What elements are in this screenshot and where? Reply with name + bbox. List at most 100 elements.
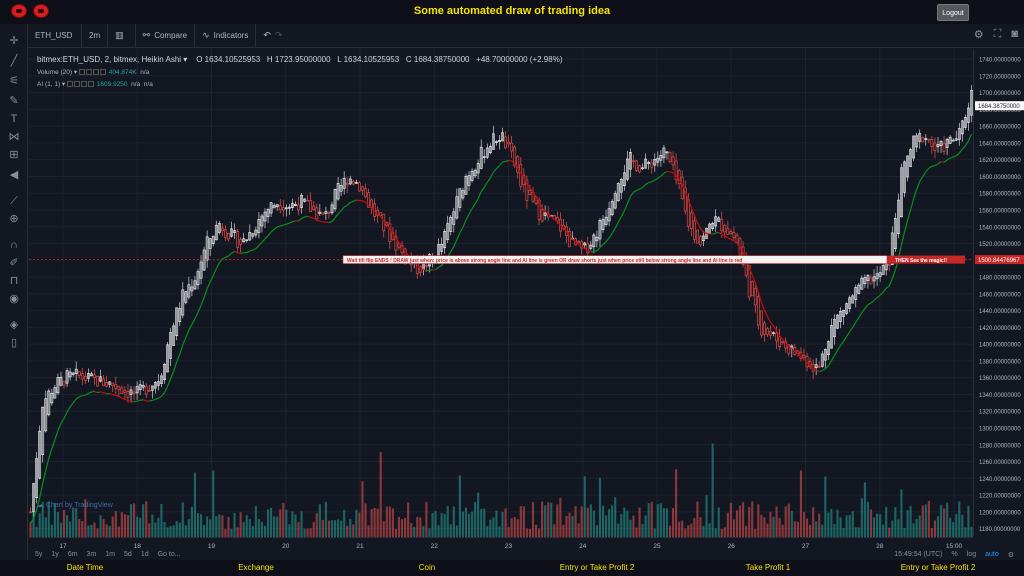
- volume-bar: [629, 519, 632, 537]
- redo-icon[interactable]: ↷: [274, 30, 283, 40]
- log-toggle[interactable]: log: [966, 551, 977, 558]
- volume-bar: [714, 528, 717, 537]
- logout-button[interactable]: Logout: [937, 4, 969, 21]
- study-more-icon[interactable]: [99, 69, 106, 76]
- symbol-label: ETH_USD: [35, 31, 73, 40]
- price-axis[interactable]: 1180.00000000 1200.00000000 1220.00000000 1…: [973, 49, 1024, 537]
- volume-bar: [230, 528, 233, 537]
- eye-icon[interactable]: ◉: [9, 293, 19, 305]
- ai-line-segment: [350, 200, 354, 204]
- zoom-icon[interactable]: ⊕: [9, 213, 19, 225]
- study-close-icon[interactable]: [92, 69, 99, 76]
- annotation-text: Wait till flip ENDS ! DRAW just when: pr…: [347, 258, 742, 264]
- time-tick-label: 22: [431, 543, 439, 550]
- volume-bar: [696, 501, 699, 537]
- volume-bar: [410, 522, 413, 537]
- candle-body: [32, 483, 35, 513]
- candle-body: [488, 146, 492, 153]
- chart-style-button[interactable]: ▥: [108, 23, 136, 48]
- candle-body: [775, 332, 778, 342]
- volume-bar: [513, 517, 516, 537]
- study-eye-icon[interactable]: [67, 81, 73, 88]
- compare-label: Compare: [154, 31, 188, 40]
- candle-body: [154, 382, 157, 389]
- ai-line-segment: [830, 355, 835, 362]
- range-1y[interactable]: 1y: [51, 551, 59, 558]
- range-3m[interactable]: 3m: [86, 551, 97, 558]
- ai-study-label[interactable]: AI (1, 1): [37, 81, 61, 88]
- chart-pane[interactable]: Wait till flip ENDS ! DRAW just when: pr…: [29, 49, 973, 537]
- candle-body: [147, 389, 151, 392]
- compare-button[interactable]: ⚯ Compare: [136, 23, 196, 48]
- crosshair-icon[interactable]: ✛: [9, 35, 19, 47]
- ruler-icon[interactable]: ⟋: [10, 195, 18, 207]
- undo-button[interactable]: ↶ ↷: [256, 24, 293, 48]
- tradingview-widget: ✛ ╱ ⚟ ✎ T ⋈ ⊞ ◀ ⟋ ⊕ ∩ ✐ ⊓ ◉ ◈ ▯ ETH_USD …: [0, 23, 1024, 560]
- study-close-icon[interactable]: [81, 81, 87, 88]
- pattern-icon[interactable]: ⋈: [8, 131, 20, 143]
- camera-icon[interactable]: ◙: [1011, 28, 1018, 40]
- volume-bar: [355, 509, 358, 537]
- chart-canvas[interactable]: Wait till flip ENDS ! DRAW just when: pr…: [29, 49, 973, 537]
- layers-icon[interactable]: ◈: [9, 319, 19, 331]
- ai-line-segment: [377, 213, 382, 218]
- symbol-search[interactable]: ETH_USD: [28, 23, 82, 48]
- range-6m[interactable]: 6m: [67, 551, 78, 558]
- ai-line-segment: [194, 312, 199, 319]
- text-icon[interactable]: T: [10, 113, 18, 125]
- tradingview-watermark[interactable]: ☁ Chart by TradingView: [37, 502, 113, 509]
- magnet-icon[interactable]: ∩: [10, 239, 18, 251]
- fullscreen-icon[interactable]: ⛶: [993, 28, 1002, 40]
- ai-line-segment: [340, 206, 345, 212]
- ai-line-segment: [261, 238, 266, 243]
- trash-icon[interactable]: ▯: [10, 337, 18, 349]
- ai-line-segment: [733, 240, 738, 244]
- ai-line-segment: [197, 305, 202, 313]
- volume-bar: [407, 502, 410, 537]
- study-settings-icon[interactable]: [74, 81, 80, 88]
- ai-line-segment: [212, 268, 217, 276]
- auto-toggle[interactable]: auto: [985, 551, 999, 558]
- volume-bar: [924, 504, 927, 537]
- ai-line-segment: [888, 278, 893, 287]
- study-more-icon[interactable]: [88, 81, 94, 88]
- volume-bar: [50, 524, 53, 537]
- volume-bar: [397, 516, 401, 537]
- prediction-icon[interactable]: ⊞: [9, 149, 19, 161]
- range-1m[interactable]: 1m: [105, 551, 116, 558]
- ai-line-segment: [140, 399, 144, 401]
- ai-line-segment: [380, 216, 385, 222]
- study-settings-icon[interactable]: [85, 69, 92, 76]
- brush-icon[interactable]: ✎: [9, 95, 19, 107]
- ai-line-segment: [267, 231, 272, 237]
- percent-toggle[interactable]: %: [951, 551, 958, 558]
- fib-icon[interactable]: ⚟: [9, 75, 19, 87]
- legend-title[interactable]: bitmex:ETH_USD, 2, bitmex, Heikin Ashi: [37, 55, 182, 64]
- volume-bar: [382, 521, 385, 537]
- back-arrow-icon[interactable]: ◀: [9, 169, 19, 181]
- ai-line-segment: [605, 237, 610, 243]
- settings-icon[interactable]: ⚙: [973, 29, 984, 41]
- lock-icon[interactable]: ⊓: [9, 275, 19, 287]
- time-axis[interactable]: 17 18 19 20 21 22 23 24 25 26 27 28 15:00: [29, 537, 973, 550]
- ai-line-segment: [94, 390, 98, 394]
- range-5d[interactable]: 5d: [124, 551, 132, 558]
- range-5y[interactable]: 5y: [35, 551, 43, 558]
- trend-line-icon[interactable]: ╱: [10, 55, 18, 67]
- interval-select[interactable]: 2m: [82, 23, 109, 48]
- volume-bar: [836, 509, 839, 537]
- ai-line-segment: [489, 171, 494, 179]
- volume-bar: [827, 512, 830, 537]
- study-eye-icon[interactable]: [78, 69, 85, 76]
- volume-study-label[interactable]: Volume (20): [37, 69, 73, 76]
- price-tick-label: 1180.00000000: [979, 527, 1021, 533]
- indicators-button[interactable]: ∿ Indicators: [195, 23, 257, 48]
- ai-line-segment: [763, 309, 768, 317]
- volume-bar: [519, 506, 522, 537]
- goto-button[interactable]: Go to...: [157, 551, 181, 558]
- candle-body: [951, 139, 955, 142]
- pencil-lock-icon[interactable]: ✐: [9, 257, 19, 269]
- axis-settings-icon[interactable]: ⚙: [1007, 551, 1014, 559]
- range-1d[interactable]: 1d: [140, 551, 149, 558]
- candle-body: [111, 382, 115, 386]
